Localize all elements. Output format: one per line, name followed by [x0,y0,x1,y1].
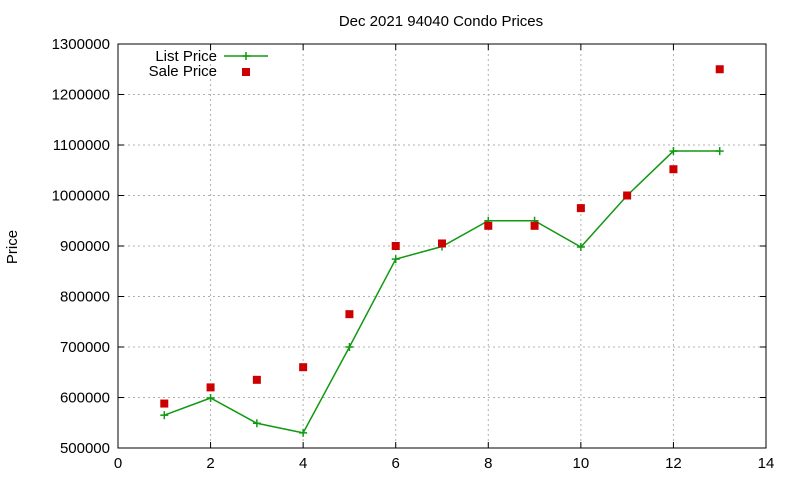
y-tick-label: 900000 [60,238,110,255]
x-tick-label: 0 [114,455,122,472]
sale-price-point [484,221,493,230]
legend-marker-sale-price [242,68,250,76]
x-tick-label: 2 [206,455,214,472]
x-tick-label: 14 [758,455,775,472]
sale-price-point [438,239,446,248]
y-tick-label: 700000 [60,339,110,356]
x-tick-label: 10 [573,455,590,472]
list-price-point [391,255,400,264]
legend-marker-list-price [242,52,250,60]
legend-label-sale-price: Sale Price [149,63,217,80]
sale-price-point [252,375,261,384]
series [160,65,724,437]
y-axis-title: Price [4,230,21,264]
list-price-point [669,147,678,156]
y-tick-label: 1200000 [52,87,110,104]
list-price-line [164,150,720,434]
sale-price-point [715,65,724,74]
sale-price-point [669,165,678,174]
x-tick-label: 8 [484,455,492,472]
legend-label-list-price: List Price [155,48,217,65]
list-price-point [345,343,354,351]
plot-frame [117,43,767,449]
sale-price-point [160,399,169,408]
y-tick-label: 600000 [60,390,110,407]
sale-price-point [299,363,308,372]
sale-price-point [391,242,400,250]
list-price-point [576,243,585,252]
list-price-point [715,147,724,156]
sale-price-point [576,204,585,213]
x-tick-label: 6 [392,455,400,472]
grid [118,44,766,448]
axis-ticks: 0 2 4 6 8 10 12 14 500000 600000 700000 800000 90000… [52,36,775,472]
y-tick-label: 500000 [60,440,110,457]
list-price-point [252,419,261,428]
y-tick-label: 800000 [60,289,110,306]
list-price-point [299,428,308,437]
sale-price-point [530,221,539,230]
x-tick-label: 12 [665,455,682,472]
sale-price-point [206,383,215,392]
y-tick-label: 1100000 [53,137,110,154]
x-tick-label: 4 [299,455,307,472]
sale-price-point [623,191,632,200]
sale-price-point [345,310,354,319]
list-price-point [206,394,215,403]
y-tick-label: 1300000 [52,36,110,53]
y-tick-label: 1000000 [52,188,110,205]
list-price-point [160,411,169,420]
chart-title: Dec 2021 94040 Condo Prices [339,13,543,30]
